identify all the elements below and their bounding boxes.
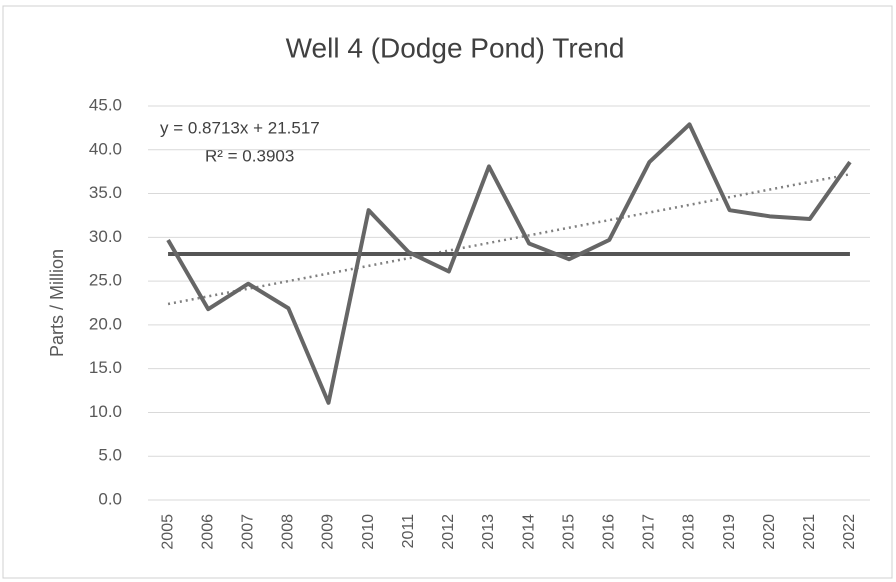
y-tick-label: 35.0 bbox=[89, 183, 122, 202]
y-axis-label: Parts / Million bbox=[47, 249, 67, 357]
x-tick-label: 2018 bbox=[681, 514, 698, 550]
y-tick-label: 5.0 bbox=[98, 446, 122, 465]
x-tick-label: 2011 bbox=[400, 514, 417, 549]
y-tick-label: 40.0 bbox=[89, 139, 122, 158]
x-tick-label: 2012 bbox=[440, 514, 457, 550]
x-tick-label: 2006 bbox=[199, 514, 216, 550]
x-tick-label: 2019 bbox=[721, 514, 738, 550]
x-tick-label: 2022 bbox=[841, 514, 858, 550]
trend-line bbox=[167, 173, 851, 306]
y-tick-label: 20.0 bbox=[89, 314, 122, 333]
y-tick-label: 25.0 bbox=[89, 271, 122, 290]
x-tick-label: 2016 bbox=[600, 514, 617, 550]
y-tick-label: 30.0 bbox=[89, 227, 122, 246]
x-tick-label: 2017 bbox=[641, 514, 658, 550]
x-tick-label: 2005 bbox=[159, 514, 176, 550]
x-tick-label: 2014 bbox=[520, 514, 537, 550]
x-tick-label: 2007 bbox=[239, 514, 256, 550]
y-tick-label: 10.0 bbox=[89, 402, 122, 421]
annotation: y = 0.8713x + 21.517 bbox=[160, 118, 320, 137]
chart-border bbox=[2, 5, 893, 579]
x-tick-label: 2015 bbox=[560, 514, 577, 550]
y-tick-label: 45.0 bbox=[89, 95, 122, 114]
x-tick-label: 2009 bbox=[320, 514, 337, 550]
x-tick-label: 2008 bbox=[280, 514, 297, 550]
chart-title: Well 4 (Dodge Pond) Trend bbox=[286, 32, 625, 63]
x-tick-label: 2021 bbox=[801, 514, 818, 550]
x-tick-label: 2013 bbox=[480, 514, 497, 550]
data-line bbox=[166, 122, 852, 405]
x-tick-label: 2020 bbox=[761, 514, 778, 550]
y-tick-label: 0.0 bbox=[98, 489, 122, 508]
x-tick-label: 2010 bbox=[360, 514, 377, 550]
y-tick-label: 15.0 bbox=[89, 358, 122, 377]
annotation: R² = 0.3903 bbox=[205, 146, 294, 165]
